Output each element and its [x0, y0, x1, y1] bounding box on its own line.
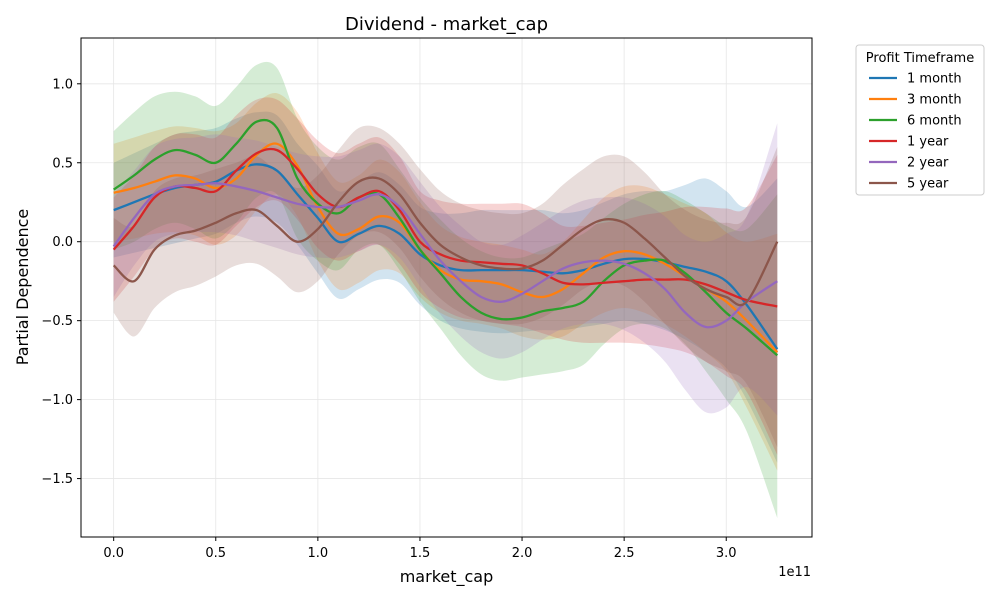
- x-tick-label: 0.0: [103, 546, 124, 561]
- y-tick-label: 0.5: [52, 156, 73, 171]
- legend: Profit Timeframe 1 month 3 month 6 month 1 …: [855, 44, 985, 196]
- band-3-month: [113, 93, 778, 471]
- legend-frame: [855, 44, 985, 196]
- y-tick-label: 0.0: [52, 235, 73, 250]
- legend-title: Profit Timeframe: [866, 51, 974, 66]
- x-tick-label: 3.0: [716, 546, 737, 561]
- y-axis-label: Partial Dependence: [13, 209, 32, 365]
- x-tick-label: 1.0: [308, 546, 329, 561]
- y-tick-label: −1.5: [41, 472, 73, 487]
- x-tick-label: 2.5: [614, 546, 635, 561]
- legend-entry: 5 year: [907, 177, 949, 192]
- legend-entry: 2 year: [907, 156, 949, 171]
- x-tick-label: 1.5: [410, 546, 431, 561]
- plot-frame: [80, 37, 813, 538]
- band-5-year: [113, 125, 778, 447]
- legend-entry: 3 month: [907, 93, 962, 108]
- y-tick-label: 1.0: [52, 77, 73, 92]
- line-6-month: [113, 118, 779, 357]
- x-axis-label: market_cap: [400, 567, 494, 587]
- line-2-year: [112, 182, 778, 329]
- legend-entry: 1 month: [907, 72, 962, 87]
- line-5-year: [112, 176, 779, 307]
- y-tick-label: −0.5: [41, 314, 73, 329]
- line-1-year: [112, 147, 778, 308]
- legend-entry: 6 month: [907, 114, 962, 129]
- y-tick-label: −1.0: [41, 393, 73, 408]
- series-lines: [112, 118, 779, 357]
- x-tick-label: 2.0: [512, 546, 533, 561]
- grid-lines: [81, 38, 812, 537]
- x-axis-offset-label: 1e11: [778, 565, 811, 580]
- band-6-month: [113, 61, 778, 519]
- chart-title: Dividend - market_cap: [345, 14, 548, 35]
- axis-ticks: 0.0 0.5 1.0 1.5 2.0 2.5 3.0 −1.5 −1.0 −0.5 0.0 0.5 1…: [41, 77, 736, 561]
- band-2-year: [113, 123, 778, 416]
- band-1-year: [113, 97, 778, 455]
- x-tick-label: 0.5: [205, 546, 226, 561]
- legend-entry: 1 year: [907, 135, 949, 150]
